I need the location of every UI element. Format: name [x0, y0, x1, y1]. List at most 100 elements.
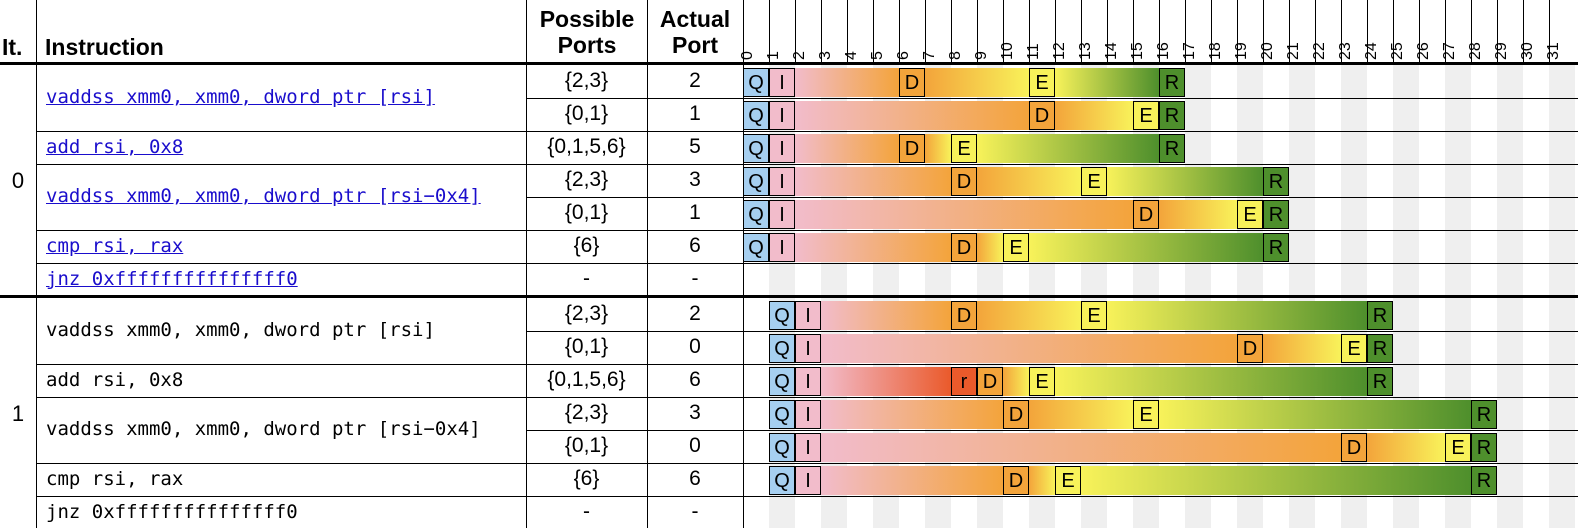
cycle-header-divider	[1445, 0, 1446, 65]
issue-wait-band	[795, 101, 1029, 130]
event-e-marker: E	[951, 134, 977, 163]
event-e-marker: E	[1133, 101, 1159, 130]
event-q-marker: Q	[743, 68, 769, 97]
iteration-column-header: It.	[2, 34, 23, 60]
issue-wait-band	[795, 200, 1133, 229]
event-e-marker: E	[1003, 233, 1029, 262]
cycle-header-divider	[847, 0, 848, 65]
actual-port-cell: -	[691, 267, 699, 290]
cycle-header-divider	[1211, 0, 1212, 65]
instruction-text: vaddss xmm0, xmm0, dword ptr [rsi]	[46, 319, 435, 341]
instruction-text: add rsi, 0x8	[46, 368, 184, 391]
possible-ports-cell: {0,1}	[564, 335, 609, 358]
cycle-header-divider	[1055, 0, 1056, 65]
cycle-header-divider	[873, 0, 874, 65]
instruction-row-divider	[36, 463, 1578, 464]
dispatch-wait-band	[1367, 433, 1445, 462]
issue-wait-band	[821, 433, 1341, 462]
col-divider-actual	[743, 0, 744, 528]
iteration-number: 1	[11, 400, 25, 426]
iteration-number: 0	[11, 167, 25, 193]
event-e-marker: E	[1133, 400, 1159, 429]
actual-port-cell: 1	[689, 201, 701, 224]
event-q-marker: Q	[769, 367, 795, 396]
cycle-header-divider	[1003, 0, 1004, 65]
instruction-text: vaddss xmm0, xmm0, dword ptr [rsi−0x4]	[46, 418, 481, 440]
instruction-row-divider	[36, 263, 1578, 264]
cycle-header-divider	[977, 0, 978, 65]
cycle-header-divider	[1315, 0, 1316, 65]
event-e-marker: E	[1029, 68, 1055, 97]
instruction-text[interactable]: jnz 0xfffffffffffffff0	[46, 267, 298, 290]
header-bottom-rule	[0, 62, 1578, 65]
cycle-label: 31	[1545, 4, 1575, 60]
event-d-marker: D	[899, 68, 925, 97]
event-e-marker: E	[1445, 433, 1471, 462]
cycle-header-divider	[1029, 0, 1030, 65]
event-q-marker: Q	[769, 334, 795, 363]
issue-wait-band	[821, 301, 951, 330]
actual-port-cell: 1	[689, 102, 701, 125]
event-r-marker: R	[1367, 301, 1393, 330]
instruction-text[interactable]: add rsi, 0x8	[46, 135, 184, 158]
event-d-marker: D	[951, 233, 977, 262]
cycle-header-divider	[1367, 0, 1368, 65]
event-i-marker: I	[769, 233, 795, 262]
event-q-marker: Q	[743, 101, 769, 130]
instruction-row-divider	[36, 364, 1578, 365]
dispatch-wait-band	[1055, 101, 1133, 130]
col-divider-possible	[647, 0, 648, 528]
instruction-row-divider	[36, 164, 1578, 165]
dispatch-wait-band	[977, 233, 1003, 262]
uop-row-divider	[526, 98, 1578, 99]
event-q-marker: Q	[743, 233, 769, 262]
event-i-marker: I	[769, 134, 795, 163]
event-d-marker: D	[1237, 334, 1263, 363]
event-e-marker: E	[1341, 334, 1367, 363]
cycle-header-divider	[899, 0, 900, 65]
instruction-text[interactable]: cmp rsi, rax	[46, 234, 184, 257]
execute-band	[1081, 466, 1471, 495]
actual-port-cell: 3	[689, 168, 701, 191]
possible-ports-cell: {0,1,5,6}	[547, 135, 626, 158]
cycle-header-divider	[925, 0, 926, 65]
instruction-column-header: Instruction	[45, 34, 164, 60]
cycle-header-divider	[1549, 0, 1550, 65]
event-r-marker: R	[1367, 334, 1393, 363]
actual-port-header: Actual Port	[659, 6, 731, 58]
cycle-header-divider	[1081, 0, 1082, 65]
execute-band	[1107, 301, 1367, 330]
instruction-text[interactable]: vaddss xmm0, xmm0, dword ptr [rsi−0x4]	[46, 185, 481, 207]
event-r-marker: R	[1263, 200, 1289, 229]
actual-port-cell: -	[691, 500, 699, 523]
possible-ports-cell: {6}	[573, 467, 600, 490]
possible-ports-cell: {2,3}	[564, 168, 609, 191]
cycle-header-divider	[769, 0, 770, 65]
cycle-header-divider	[821, 0, 822, 65]
issue-wait-band	[821, 367, 951, 396]
cycle-header-divider	[1107, 0, 1108, 65]
event-i-marker: I	[795, 334, 821, 363]
execute-band	[1029, 233, 1263, 262]
event-r-marker: R	[1263, 167, 1289, 196]
dispatch-wait-band	[1159, 200, 1237, 229]
possible-ports-cell: {0,1,5,6}	[547, 368, 626, 391]
possible-ports-cell: {2,3}	[564, 302, 609, 325]
event-i-marker: I	[769, 101, 795, 130]
instruction-row-divider	[36, 131, 1578, 132]
event-d-marker: D	[1341, 433, 1367, 462]
event-e-marker: E	[1237, 200, 1263, 229]
possible-ports-cell: {0,1}	[564, 102, 609, 125]
cycle-header-divider	[1133, 0, 1134, 65]
event-i-marker: I	[795, 367, 821, 396]
instruction-text[interactable]: vaddss xmm0, xmm0, dword ptr [rsi]	[46, 86, 435, 108]
cycle-header-divider	[1263, 0, 1264, 65]
execute-band	[1107, 167, 1263, 196]
cycle-header-divider	[1341, 0, 1342, 65]
dispatch-wait-band	[1263, 334, 1341, 363]
event-q-marker: Q	[743, 134, 769, 163]
col-divider-instruction	[526, 0, 527, 528]
execute-band	[1055, 68, 1159, 97]
actual-port-cell: 3	[689, 401, 701, 424]
possible-ports-cell: -	[583, 500, 590, 523]
